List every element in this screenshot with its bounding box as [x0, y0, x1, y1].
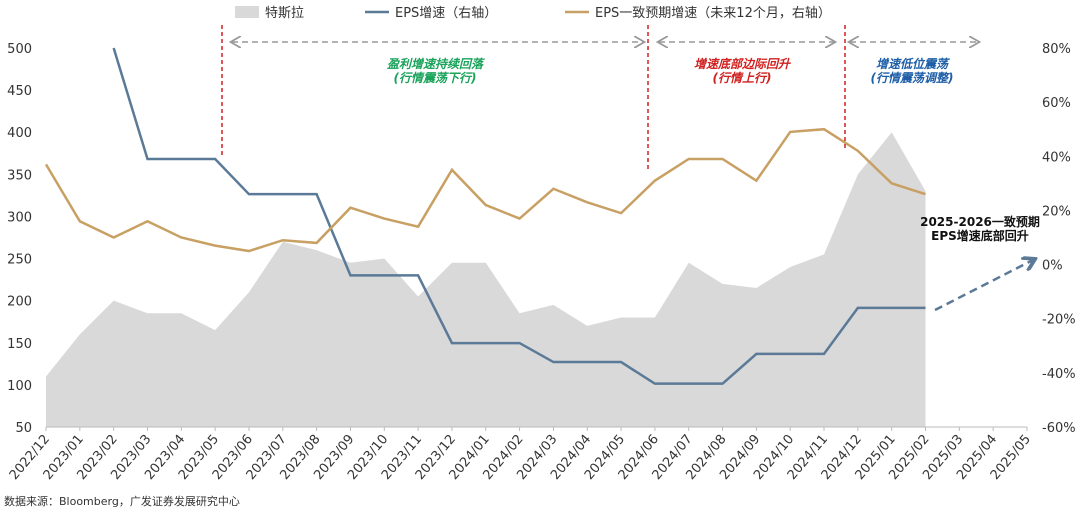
y-tick-label: 50 [15, 421, 32, 436]
series-line [112, 47, 926, 385]
y-tick-label: 350 [7, 168, 32, 183]
y2-tick-label: 80% [1042, 42, 1071, 57]
series-line [44, 127, 926, 253]
period-markers [221, 25, 1033, 312]
y-tick-label: 500 [7, 42, 32, 57]
legend-label: EPS增速（右轴） [395, 6, 497, 21]
forecast-arrow [934, 260, 1033, 312]
annotation: 盈利增速持续回落 [387, 57, 485, 71]
price-area [46, 132, 926, 427]
annotation: EPS增速底部回升 [931, 228, 1029, 243]
source: 数据来源：Bloomberg，广发证券发展研究中心 [4, 494, 240, 508]
y-tick-label: 150 [7, 337, 32, 352]
y-tick-label: 400 [7, 126, 32, 141]
annotation: (行情震荡下行) [394, 71, 477, 85]
annotation: (行情震荡调整) [871, 71, 954, 85]
y2-tick-label: -20% [1042, 313, 1076, 328]
annotation: 增速低位震荡 [876, 57, 950, 71]
plot: 50 100 150 200 250 300 350 400 450 500 -60% -40% -20… [7, 6, 1076, 483]
y-tick-label: 250 [7, 253, 32, 268]
legend-swatch [235, 6, 259, 18]
annotation: (行情上行) [713, 71, 772, 85]
y2-tick-label: 60% [1042, 96, 1071, 111]
y-tick-label: 200 [7, 295, 32, 310]
y2-tick-label: 40% [1042, 150, 1071, 165]
legend-label: 特斯拉 [265, 6, 304, 21]
annotation: 增速底部边际回升 [694, 57, 792, 71]
y2-tick-label: -40% [1042, 367, 1076, 382]
y2-tick-label: -60% [1042, 421, 1076, 436]
y2-tick-label: 0% [1042, 259, 1063, 274]
y-tick-label: 100 [7, 379, 32, 394]
legend-label: EPS一致预期增速（未来12个月，右轴） [595, 6, 831, 21]
y2-tick-label: 20% [1042, 204, 1071, 219]
y-tick-label: 450 [7, 84, 32, 99]
y-tick-label: 300 [7, 210, 32, 225]
annotation: 2025-2026一致预期 [920, 214, 1040, 229]
